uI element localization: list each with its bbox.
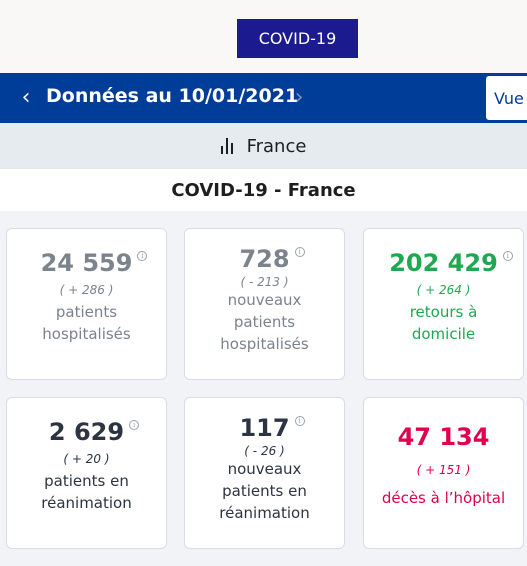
stat-card-deaths: 47 134 ( + 151 ) décès à l’hôpital	[363, 397, 524, 549]
stat-delta: ( + 286 )	[59, 283, 114, 297]
date-title: Données au 10/01/2021	[46, 85, 299, 107]
stat-delta: ( - 213 )	[240, 275, 289, 289]
stat-value: 2 629	[48, 418, 125, 446]
stat-value: 24 559	[40, 249, 133, 277]
stat-card-new-icu: 117 i ( - 26 ) nouveaux patients en réanima…	[184, 397, 345, 549]
covid-badge[interactable]: COVID-19	[237, 19, 358, 58]
date-nav-bar: ‹ Données au 10/01/2021 ›	[0, 73, 527, 123]
info-icon[interactable]: i	[137, 251, 148, 261]
stats-grid: 24 559 i ( + 286 ) patients hospitalisés 7…	[0, 211, 527, 566]
stat-label: patients en réanimation	[41, 472, 132, 512]
bar-chart-icon	[220, 138, 233, 154]
stat-label: nouveaux patients hospitalisés	[220, 291, 309, 353]
stat-delta: ( + 151 )	[416, 463, 471, 477]
stat-card-returned-home: 202 429 i ( + 264 ) retours à domicile	[363, 228, 524, 380]
info-icon[interactable]: i	[502, 251, 513, 261]
stat-value: 117	[239, 414, 290, 442]
stat-label: patients hospitalisés	[42, 303, 131, 343]
top-area: COVID-19	[0, 0, 527, 73]
stat-label: nouveaux patients en réanimation	[219, 460, 310, 522]
stat-value: 728	[239, 245, 290, 273]
region-label: France	[246, 135, 307, 157]
stat-label: décès à l’hôpital	[381, 489, 506, 507]
stat-value: 202 429	[389, 249, 498, 277]
view-button[interactable]: Vue	[485, 75, 527, 121]
info-icon[interactable]: i	[129, 420, 140, 430]
chevron-right-icon[interactable]: ›	[294, 84, 304, 110]
chevron-left-icon[interactable]: ‹	[21, 84, 31, 110]
info-icon[interactable]: i	[294, 416, 305, 426]
section-title: COVID-19 - France	[0, 169, 527, 211]
stat-card-new-hospitalised: 728 i ( - 213 ) nouveaux patients hospitali…	[184, 228, 345, 380]
region-selector[interactable]: France	[0, 123, 527, 169]
stat-delta: ( + 264 )	[416, 283, 471, 297]
stat-delta: ( + 20 )	[63, 452, 110, 466]
stat-card-hospitalised: 24 559 i ( + 286 ) patients hospitalisés	[6, 228, 167, 380]
info-icon[interactable]: i	[294, 247, 305, 257]
stat-delta: ( - 26 )	[244, 444, 285, 458]
stat-label: retours à domicile	[409, 303, 478, 343]
stat-value: 47 134	[397, 423, 490, 451]
stat-card-icu: 2 629 i ( + 20 ) patients en réanimation	[6, 397, 167, 549]
